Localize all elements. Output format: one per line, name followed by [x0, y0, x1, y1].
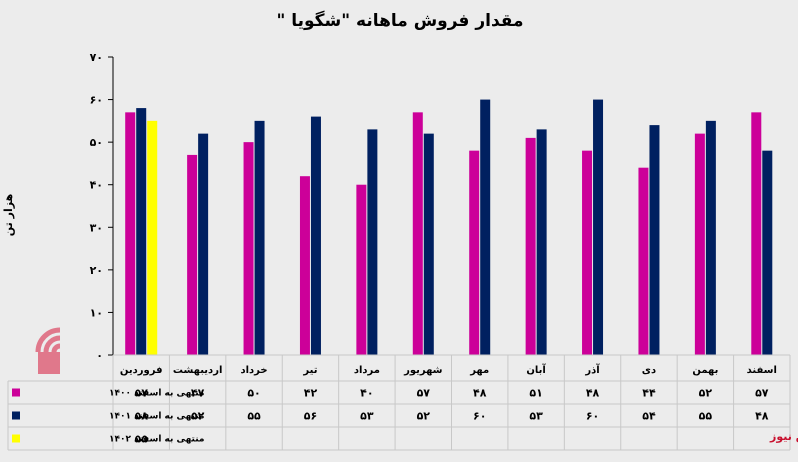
data-table: فروردین اردیبهشت خرداد تیر مرداد شهریور مهر آبا… — [7, 354, 791, 451]
bars-layer — [125, 99, 773, 355]
data-label-s0-1: ۴۷ — [191, 387, 205, 400]
data-label-s1-2: ۵۵ — [247, 410, 261, 423]
data-label-s0-2: ۵۰ — [247, 387, 260, 400]
category-label: بهمن — [692, 365, 718, 376]
bar-s1-0 — [136, 108, 147, 355]
category-label: اسفند — [747, 365, 777, 376]
data-label-s1-7: ۵۳ — [529, 410, 543, 423]
category-label: آذر — [584, 363, 600, 376]
data-label-s1-11: ۴۸ — [755, 410, 769, 423]
category-label: خرداد — [240, 365, 267, 376]
bar-s2-0 — [147, 120, 158, 355]
bar-s0-7 — [525, 137, 536, 355]
bar-s0-8 — [582, 150, 593, 355]
legend-key-2 — [12, 434, 20, 443]
legend-key-1 — [12, 411, 20, 420]
category-label: مهر — [469, 365, 489, 376]
y-tick-label: ۱۰ — [90, 306, 103, 319]
y-tick-label: ۶۰ — [90, 94, 103, 107]
y-tick-label: ۷۰ — [90, 51, 103, 64]
category-label: شهریور — [403, 365, 443, 376]
data-label-s1-10: ۵۵ — [699, 410, 713, 423]
category-label: دی — [642, 365, 656, 376]
y-axis-label: هزار تن — [2, 194, 15, 236]
category-label: اردیبهشت — [173, 365, 223, 376]
data-label-s0-7: ۵۱ — [529, 387, 542, 400]
bar-s0-2 — [243, 142, 254, 355]
data-label-s0-9: ۴۴ — [642, 387, 656, 400]
data-label-s1-0: ۵۸ — [134, 410, 148, 423]
data-label-s0-11: ۵۷ — [755, 387, 769, 400]
data-label-s1-1: ۵۲ — [191, 410, 205, 423]
bar-s1-7 — [536, 129, 547, 355]
y-axis: ۰ ۱۰ ۲۰ ۳۰ ۴۰ ۵۰ ۶۰ ۷۰ — [90, 51, 114, 362]
data-label-s0-5: ۵۷ — [417, 387, 431, 400]
bar-s1-1 — [198, 133, 209, 355]
bar-s0-0 — [125, 112, 136, 355]
bar-s0-1 — [187, 154, 198, 355]
y-tick-label: ۰ — [96, 349, 103, 362]
bar-s0-10 — [694, 133, 705, 355]
category-label: آبان — [526, 363, 546, 376]
data-label-s0-6: ۴۸ — [473, 387, 487, 400]
category-label: تیر — [302, 365, 317, 376]
data-label-s0-0: ۵۷ — [134, 387, 148, 400]
legend-key-0 — [12, 388, 20, 397]
bar-s1-8 — [593, 99, 604, 355]
data-label-s1-6: ۶۰ — [473, 410, 486, 423]
bar-s1-5 — [423, 133, 434, 355]
data-label-s1-9: ۵۴ — [642, 410, 656, 423]
bar-s0-4 — [356, 184, 367, 355]
bar-s0-11 — [751, 112, 762, 355]
data-label-s0-3: ۴۲ — [304, 387, 318, 400]
category-label: مرداد — [354, 365, 380, 376]
source-label: بورس نیوز — [769, 430, 798, 443]
data-label-s0-4: ۴۰ — [360, 387, 373, 400]
bar-s1-4 — [367, 129, 378, 355]
category-label: فروردین — [120, 365, 163, 376]
data-label-s0-8: ۴۸ — [586, 387, 600, 400]
bar-s0-3 — [299, 176, 310, 355]
data-label-s1-5: ۵۲ — [417, 410, 431, 423]
bar-s1-2 — [254, 120, 265, 355]
legend-label-1: منتهی به اسفند ۱۴۰۱ — [109, 412, 204, 422]
bar-s0-6 — [469, 150, 480, 355]
data-label-s2-0: ۵۵ — [134, 433, 148, 446]
legend-label-0: منتهی به اسفند ۱۴۰۰ — [109, 389, 204, 399]
data-label-s1-3: ۵۶ — [304, 410, 317, 423]
bar-s1-3 — [310, 116, 321, 355]
bar-s1-10 — [705, 120, 716, 355]
bar-s0-9 — [638, 167, 649, 355]
bar-s1-9 — [649, 125, 660, 355]
y-tick-label: ۲۰ — [90, 264, 103, 277]
data-label-s0-10: ۵۲ — [699, 387, 713, 400]
data-label-s1-8: ۶۰ — [586, 410, 599, 423]
chart-title: مقدار فروش ماهانه "شگویا " — [276, 10, 523, 31]
legend-label-2: منتهی به اسفند ۱۴۰۲ — [109, 435, 204, 445]
y-tick-label: ۳۰ — [90, 221, 103, 234]
y-tick-label: ۴۰ — [90, 179, 103, 192]
bar-s0-5 — [412, 112, 423, 355]
data-label-s1-4: ۵۳ — [360, 410, 374, 423]
bar-s1-6 — [480, 99, 491, 355]
bar-s1-11 — [762, 150, 773, 355]
watermark-logo — [35, 327, 61, 374]
y-tick-label: ۵۰ — [90, 136, 103, 149]
